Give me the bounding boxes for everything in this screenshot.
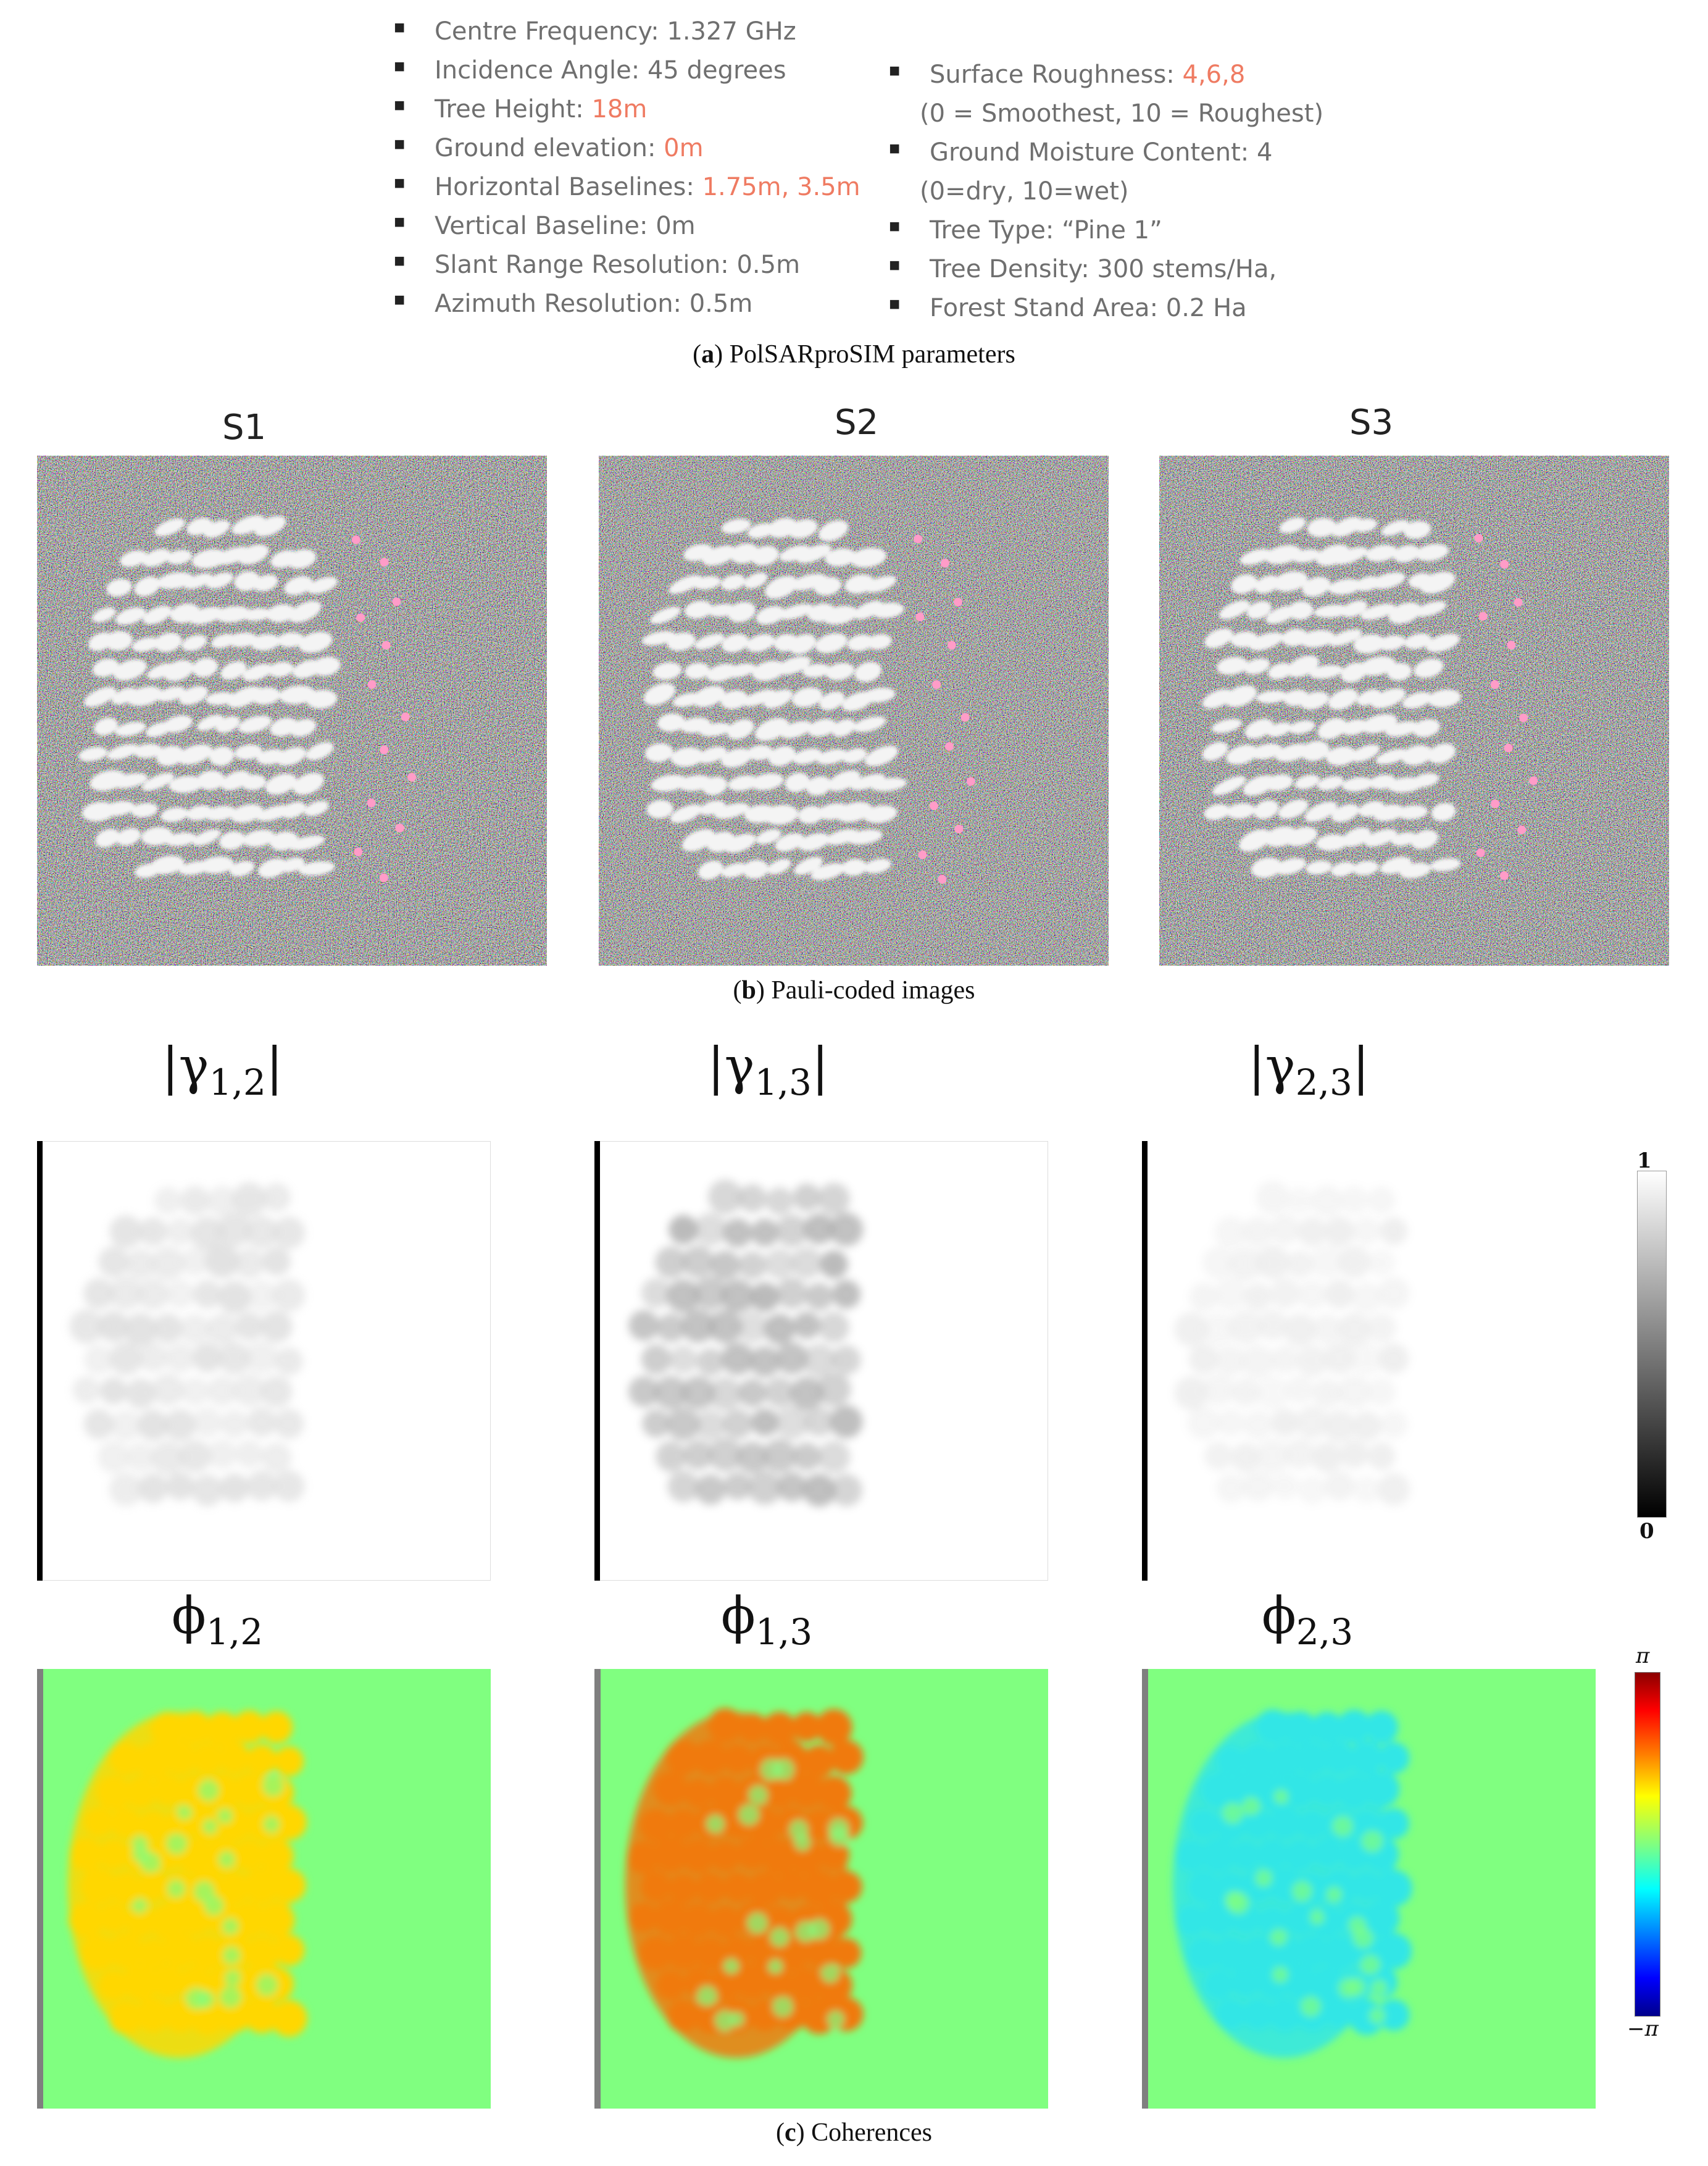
param-label: Vertical Baseline: bbox=[435, 212, 656, 240]
caption-a: (a) PolSARproSIM parameters bbox=[693, 340, 1015, 369]
pauli-label-s2: S2 bbox=[835, 403, 879, 443]
coherence-label-13: |γ1,3| bbox=[707, 1037, 829, 1103]
phase-label-13: ϕ1,3 bbox=[721, 1587, 813, 1653]
param-label: Ground elevation: bbox=[435, 134, 664, 162]
coherence-map-23 bbox=[1142, 1141, 1596, 1581]
param-value: 0m bbox=[664, 134, 704, 162]
phase-map-23 bbox=[1142, 1669, 1596, 2109]
param-label: Forest Stand Area: bbox=[930, 294, 1166, 322]
param-value: 0.5m bbox=[689, 290, 753, 318]
pauli-label-s3: S3 bbox=[1349, 403, 1394, 443]
param-label: Tree Density: bbox=[930, 255, 1098, 283]
param-note: (0=dry, 10=wet) bbox=[920, 177, 1129, 206]
param-note: (0 = Smoothest, 10 = Roughest) bbox=[920, 99, 1324, 128]
pauli-image-s3 bbox=[1159, 456, 1669, 966]
pauli-image-s1 bbox=[37, 456, 547, 966]
param-value: 1.75m, 3.5m bbox=[702, 173, 860, 201]
phase-map-12 bbox=[37, 1669, 491, 2109]
phase-colorbar-min: −π bbox=[1627, 2017, 1659, 2041]
param-value: 18m bbox=[591, 95, 648, 123]
param-value: 1.327 GHz bbox=[667, 17, 796, 46]
param-label: Horizontal Baselines: bbox=[435, 173, 702, 201]
coherence-label-23: |γ2,3| bbox=[1248, 1037, 1370, 1103]
phase-colorbar bbox=[1635, 1672, 1660, 2017]
coherence-map-12 bbox=[37, 1141, 491, 1581]
param-label: Ground Moisture Content: bbox=[930, 138, 1257, 167]
param-label: Slant Range Resolution: bbox=[435, 251, 737, 279]
phase-map-13 bbox=[594, 1669, 1048, 2109]
phase-colorbar-max: π bbox=[1636, 1644, 1650, 1668]
param-label: Azimuth Resolution: bbox=[435, 290, 689, 318]
caption-c: (c) Coherences bbox=[775, 2118, 933, 2147]
param-value: “Pine 1” bbox=[1062, 216, 1162, 245]
coherence-colorbar-max: 1 bbox=[1637, 1148, 1652, 1173]
phase-label-23: ϕ2,3 bbox=[1262, 1587, 1354, 1653]
param-label: Incidence Angle: bbox=[435, 56, 648, 85]
coherence-colorbar bbox=[1637, 1171, 1667, 1518]
param-label: Centre Frequency: bbox=[435, 17, 667, 46]
param-value: 300 stems/Ha, bbox=[1097, 255, 1277, 283]
coherence-colorbar-min: 0 bbox=[1639, 1519, 1654, 1544]
caption-b: (b) Pauli-coded images bbox=[733, 976, 975, 1005]
pauli-image-s2 bbox=[599, 456, 1109, 966]
param-value: 0.2 Ha bbox=[1165, 294, 1247, 322]
coherence-map-13 bbox=[594, 1141, 1048, 1581]
param-value: 0m bbox=[656, 212, 696, 240]
coherence-label-12: |γ1,2| bbox=[162, 1037, 283, 1103]
phase-label-12: ϕ1,2 bbox=[172, 1587, 264, 1653]
param-label: Tree Type: bbox=[930, 216, 1062, 245]
param-value: 45 degrees bbox=[647, 56, 786, 85]
pauli-label-s1: S1 bbox=[222, 408, 267, 448]
param-value: 4 bbox=[1256, 138, 1273, 167]
param-label: Surface Roughness: bbox=[930, 61, 1183, 89]
param-value: 4,6,8 bbox=[1182, 61, 1246, 89]
param-label: Tree Height: bbox=[435, 95, 592, 123]
param-value: 0.5m bbox=[736, 251, 801, 279]
